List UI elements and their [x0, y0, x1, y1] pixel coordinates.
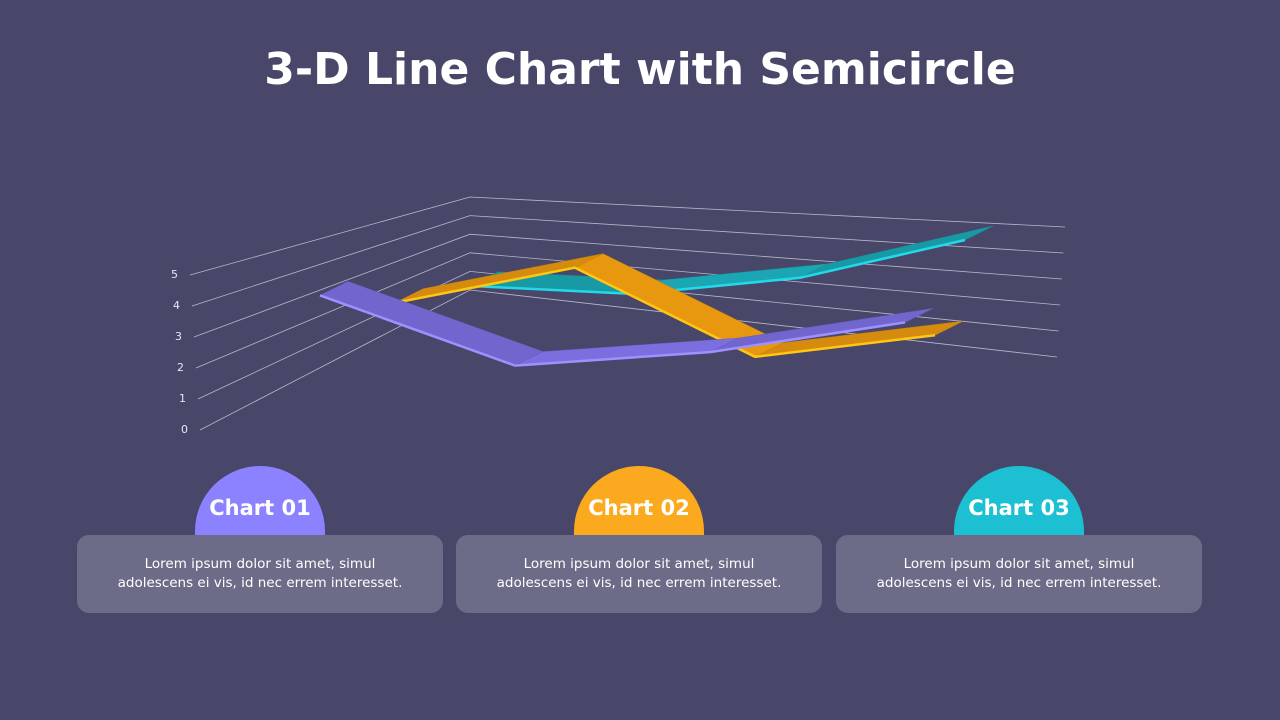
grid-line: [189, 196, 1066, 276]
grid-line: [195, 252, 1061, 369]
card: Chart 02 Lorem ipsum dolor sit amet, sim…: [456, 466, 822, 614]
card-box: Lorem ipsum dolor sit amet, simul adoles…: [836, 535, 1202, 613]
y-tick-label: 5: [171, 268, 178, 281]
y-tick-label: 0: [181, 423, 188, 436]
y-tick-label: 3: [175, 330, 182, 343]
card: Chart 03 Lorem ipsum dolor sit amet, sim…: [836, 466, 1202, 614]
grid-line: [197, 270, 1059, 400]
card: Chart 01 Lorem ipsum dolor sit amet, sim…: [77, 466, 443, 614]
card-title: Chart 02: [574, 466, 704, 536]
card-title: Chart 01: [195, 466, 325, 536]
card-title: Chart 03: [954, 466, 1084, 536]
y-tick-label: 1: [179, 392, 186, 405]
slide-title: 3-D Line Chart with Semicircle: [264, 44, 1016, 95]
grid-line: [191, 215, 1064, 307]
card-text: Lorem ipsum dolor sit amet, simul adoles…: [876, 556, 1162, 591]
card-box: Lorem ipsum dolor sit amet, simul adoles…: [456, 535, 822, 613]
y-tick-label: 4: [173, 299, 180, 312]
card-text: Lorem ipsum dolor sit amet, simul adoles…: [117, 556, 403, 591]
card-box: Lorem ipsum dolor sit amet, simul adoles…: [77, 535, 443, 613]
grid-line: [199, 289, 1058, 431]
card-text: Lorem ipsum dolor sit amet, simul adoles…: [496, 556, 782, 591]
series-line: [319, 294, 906, 367]
series-line: [469, 238, 966, 296]
series-line: [394, 266, 936, 359]
y-tick-label: 2: [177, 361, 184, 374]
